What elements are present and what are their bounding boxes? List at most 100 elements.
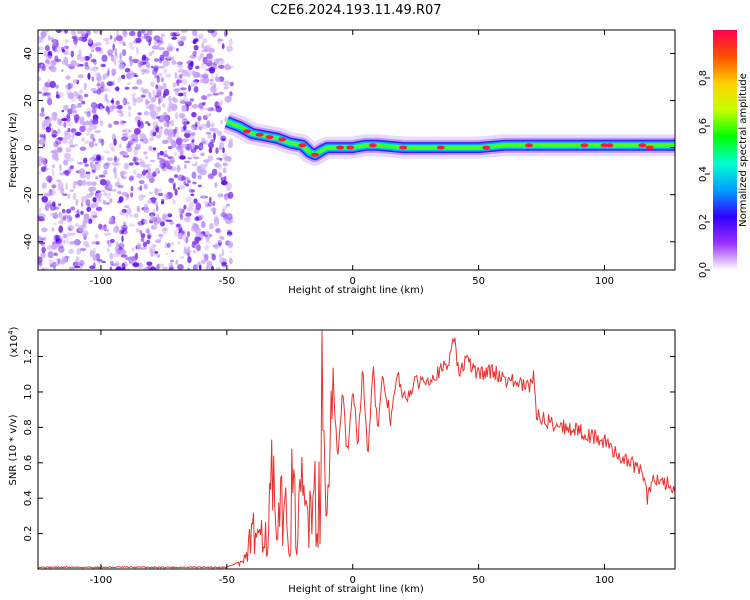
- noise-blob: [202, 107, 210, 111]
- noise-blob: [84, 61, 89, 67]
- noise-blob: [143, 206, 150, 213]
- noise-blob: [53, 141, 59, 148]
- noise-blob: [205, 113, 210, 118]
- noise-blob: [190, 132, 196, 136]
- noise-blob: [214, 162, 221, 168]
- noise-blob: [51, 184, 57, 189]
- noise-blob: [63, 170, 70, 174]
- noise-blob: [118, 242, 125, 249]
- noise-blob: [83, 157, 88, 164]
- noise-blob: [198, 143, 203, 149]
- noise-blob: [47, 78, 50, 86]
- noise-blob: [95, 176, 99, 180]
- noise-blob: [73, 91, 79, 97]
- noise-blob: [131, 92, 137, 97]
- noise-blob: [223, 214, 228, 221]
- noise-blob: [162, 83, 167, 91]
- noise-blob: [86, 206, 92, 212]
- noise-blob: [227, 94, 232, 102]
- noise-blob: [182, 138, 189, 143]
- noise-blob: [132, 262, 140, 268]
- noise-blob: [130, 186, 134, 192]
- noise-blob: [191, 163, 198, 167]
- noise-blob: [181, 175, 187, 181]
- noise-blob: [155, 106, 161, 113]
- noise-blob: [126, 135, 134, 140]
- noise-blob: [221, 177, 225, 181]
- ridge-peak: [311, 152, 319, 157]
- noise-blob: [204, 231, 210, 236]
- noise-blob: [196, 244, 201, 252]
- noise-blob: [51, 112, 58, 117]
- noise-blob: [70, 165, 74, 170]
- noise-blob: [49, 123, 52, 127]
- y-tick-label: 20: [23, 94, 34, 107]
- noise-blob: [47, 251, 54, 259]
- noise-blob: [162, 92, 166, 99]
- noise-blob: [103, 37, 110, 42]
- noise-blob: [141, 136, 148, 144]
- noise-blob: [183, 91, 187, 97]
- noise-blob: [171, 37, 178, 40]
- noise-blob: [157, 192, 164, 197]
- noise-blob: [148, 246, 156, 254]
- noise-blob: [140, 233, 146, 239]
- noise-blob: [213, 83, 217, 89]
- noise-blob: [78, 64, 84, 67]
- noise-blob: [47, 94, 51, 99]
- x-tick-label: 50: [472, 575, 485, 586]
- noise-blob: [159, 126, 164, 130]
- noise-blob: [74, 213, 80, 218]
- noise-blob: [112, 43, 115, 51]
- noise-blob: [49, 80, 56, 89]
- noise-blob: [65, 75, 71, 80]
- noise-blob: [86, 111, 91, 118]
- noise-blob: [194, 236, 202, 242]
- noise-blob: [96, 88, 102, 95]
- noise-blob: [178, 113, 186, 119]
- colorbar: 0.0 0.2 0.4 0.6 0.8 Normalized spectral ampl…: [698, 30, 749, 278]
- noise-blob: [92, 138, 96, 142]
- noise-blob: [129, 47, 135, 50]
- noise-blob: [224, 116, 229, 122]
- noise-blob: [218, 234, 223, 240]
- noise-blob: [143, 69, 151, 74]
- noise-blob: [132, 99, 137, 107]
- noise-blob: [124, 86, 130, 90]
- ridge-peak: [298, 143, 307, 148]
- noise-blob: [151, 244, 157, 248]
- noise-blob: [157, 263, 165, 268]
- noise-blob: [165, 73, 172, 79]
- noise-blob: [117, 200, 122, 204]
- noise-blob: [98, 160, 102, 164]
- noise-blob: [155, 134, 161, 139]
- noise-blob: [92, 43, 98, 48]
- x-tick-label: -100: [90, 276, 113, 287]
- y-tick-label: 0.4: [23, 490, 34, 506]
- noise-blob: [67, 193, 71, 200]
- noise-blob: [170, 241, 175, 247]
- noise-blob: [69, 266, 75, 270]
- noise-blob: [69, 232, 76, 236]
- noise-blob: [166, 56, 172, 59]
- noise-blob: [76, 63, 80, 68]
- noise-blob: [117, 75, 122, 83]
- noise-blob: [77, 179, 83, 187]
- noise-blob: [133, 213, 139, 218]
- noise-blob: [63, 121, 67, 128]
- noise-blob: [46, 117, 53, 122]
- noise-blob: [100, 88, 108, 92]
- noise-blob: [122, 221, 127, 226]
- ridge-peak: [436, 145, 445, 150]
- noise-blob: [91, 186, 97, 192]
- noise-blob: [212, 92, 219, 96]
- noise-blob: [208, 142, 214, 149]
- noise-blob: [190, 193, 195, 197]
- noise-blob: [57, 146, 63, 153]
- noise-blob: [160, 126, 163, 134]
- noise-blob: [104, 232, 112, 236]
- noise-blob: [44, 267, 49, 270]
- noise-blob: [101, 54, 108, 62]
- noise-blob: [135, 162, 140, 166]
- noise-blob: [154, 251, 158, 254]
